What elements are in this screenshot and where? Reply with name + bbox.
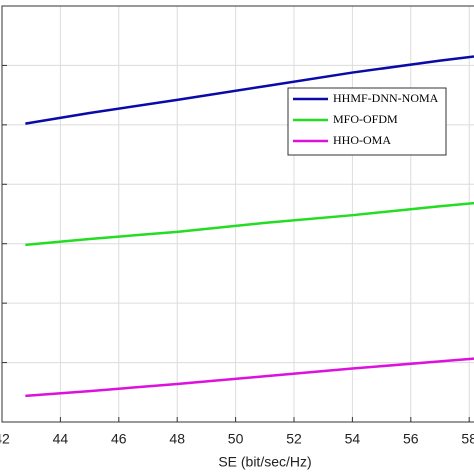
plot-frame bbox=[1, 5, 474, 423]
x-tick-label: 58 bbox=[461, 431, 474, 447]
x-tick-label: 54 bbox=[345, 431, 361, 447]
series-line bbox=[25, 357, 474, 398]
legend-label: HHO-OMA bbox=[333, 133, 391, 147]
x-tick-label: 52 bbox=[286, 431, 302, 447]
x-tick-label: 48 bbox=[169, 431, 185, 447]
series-line bbox=[25, 55, 474, 125]
x-tick-label: 42 bbox=[0, 431, 10, 447]
x-tick-label: 56 bbox=[403, 431, 419, 447]
legend: HHMF-DNN-NOMA MFO-OFDM HHO-OMA bbox=[287, 87, 447, 156]
series-line bbox=[25, 201, 474, 247]
legend-label: HHMF-DNN-NOMA bbox=[333, 91, 439, 105]
x-tick-label: 44 bbox=[53, 431, 69, 447]
x-tick-label: 50 bbox=[228, 431, 244, 447]
x-tick-label: 46 bbox=[111, 431, 127, 447]
x-axis-label: SE (bit/sec/Hz) bbox=[218, 454, 311, 470]
legend-label: MFO-OFDM bbox=[333, 112, 398, 126]
